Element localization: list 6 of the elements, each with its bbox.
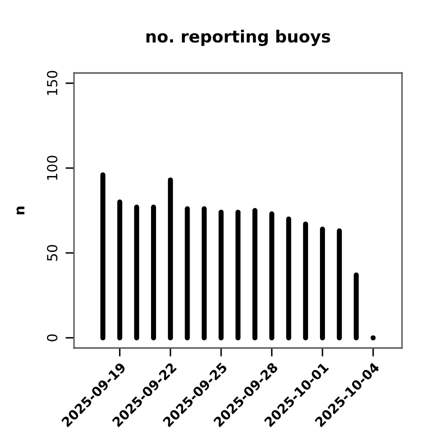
y-axis-title: n <box>16 206 24 214</box>
y-tick-label: 150 <box>46 70 58 95</box>
y-tick-label: 50 <box>46 245 58 261</box>
chart-title: no. reporting buoys <box>146 30 330 46</box>
y-tick-label: 100 <box>46 156 58 180</box>
y-tick-label: 0 <box>46 334 58 342</box>
